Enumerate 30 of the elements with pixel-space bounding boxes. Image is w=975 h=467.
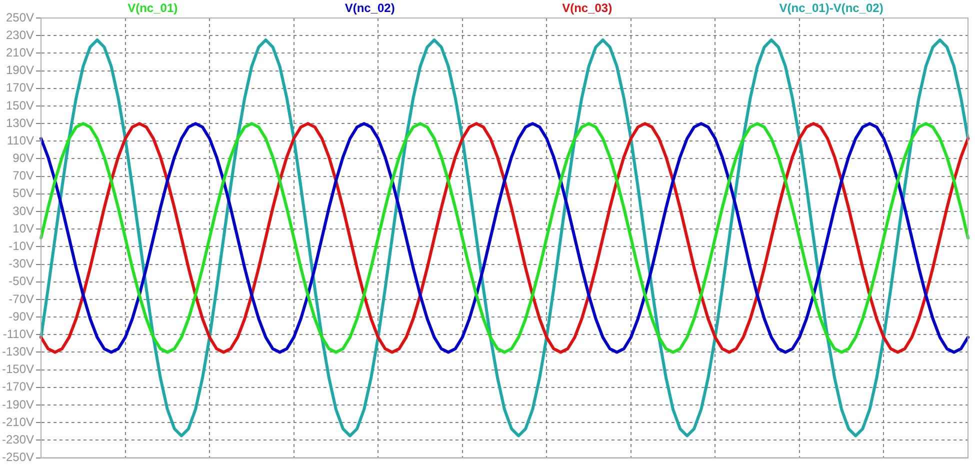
y-tick-label: -30V xyxy=(8,256,34,271)
y-tick-label: 170V xyxy=(6,80,34,95)
y-tick-label: -50V xyxy=(8,274,34,288)
y-tick-label: -130V xyxy=(2,344,34,359)
y-tick-label: 190V xyxy=(6,63,34,78)
y-tick-label: 250V xyxy=(6,10,34,24)
y-tick-label: -110V xyxy=(2,326,34,341)
y-tick-label: 210V xyxy=(6,45,34,60)
text: V(nc_01)-V(nc_02) xyxy=(779,1,884,17)
y-tick-label: 10V xyxy=(12,221,34,236)
text: V(nc_01) xyxy=(128,1,178,17)
y-tick-label: -90V xyxy=(8,309,34,324)
y-tick-label: 30V xyxy=(12,204,34,218)
y-tick-label: 130V xyxy=(6,116,34,130)
y-tick-label: -150V xyxy=(2,362,34,376)
y-tick-label: -70V xyxy=(8,292,34,306)
y-tick-label: 110V xyxy=(6,133,34,148)
text: V(nc_02) xyxy=(344,1,395,17)
text: V(nc_03) xyxy=(562,1,612,17)
y-tick-label: -170V xyxy=(2,380,34,394)
y-tick-label: -230V xyxy=(2,432,34,447)
y-tick-label: -250V xyxy=(2,450,34,464)
y-tick-label: 150V xyxy=(6,98,34,112)
y-tick-label: -190V xyxy=(2,397,34,412)
y-tick-label: 70V xyxy=(12,168,34,183)
y-tick-label: 230V xyxy=(6,28,34,42)
y-tick-label: -10V xyxy=(8,239,34,254)
y-tick-label: 90V xyxy=(12,151,34,166)
y-tick-label: 50V xyxy=(12,186,34,200)
y-tick-label: -210V xyxy=(2,414,34,429)
